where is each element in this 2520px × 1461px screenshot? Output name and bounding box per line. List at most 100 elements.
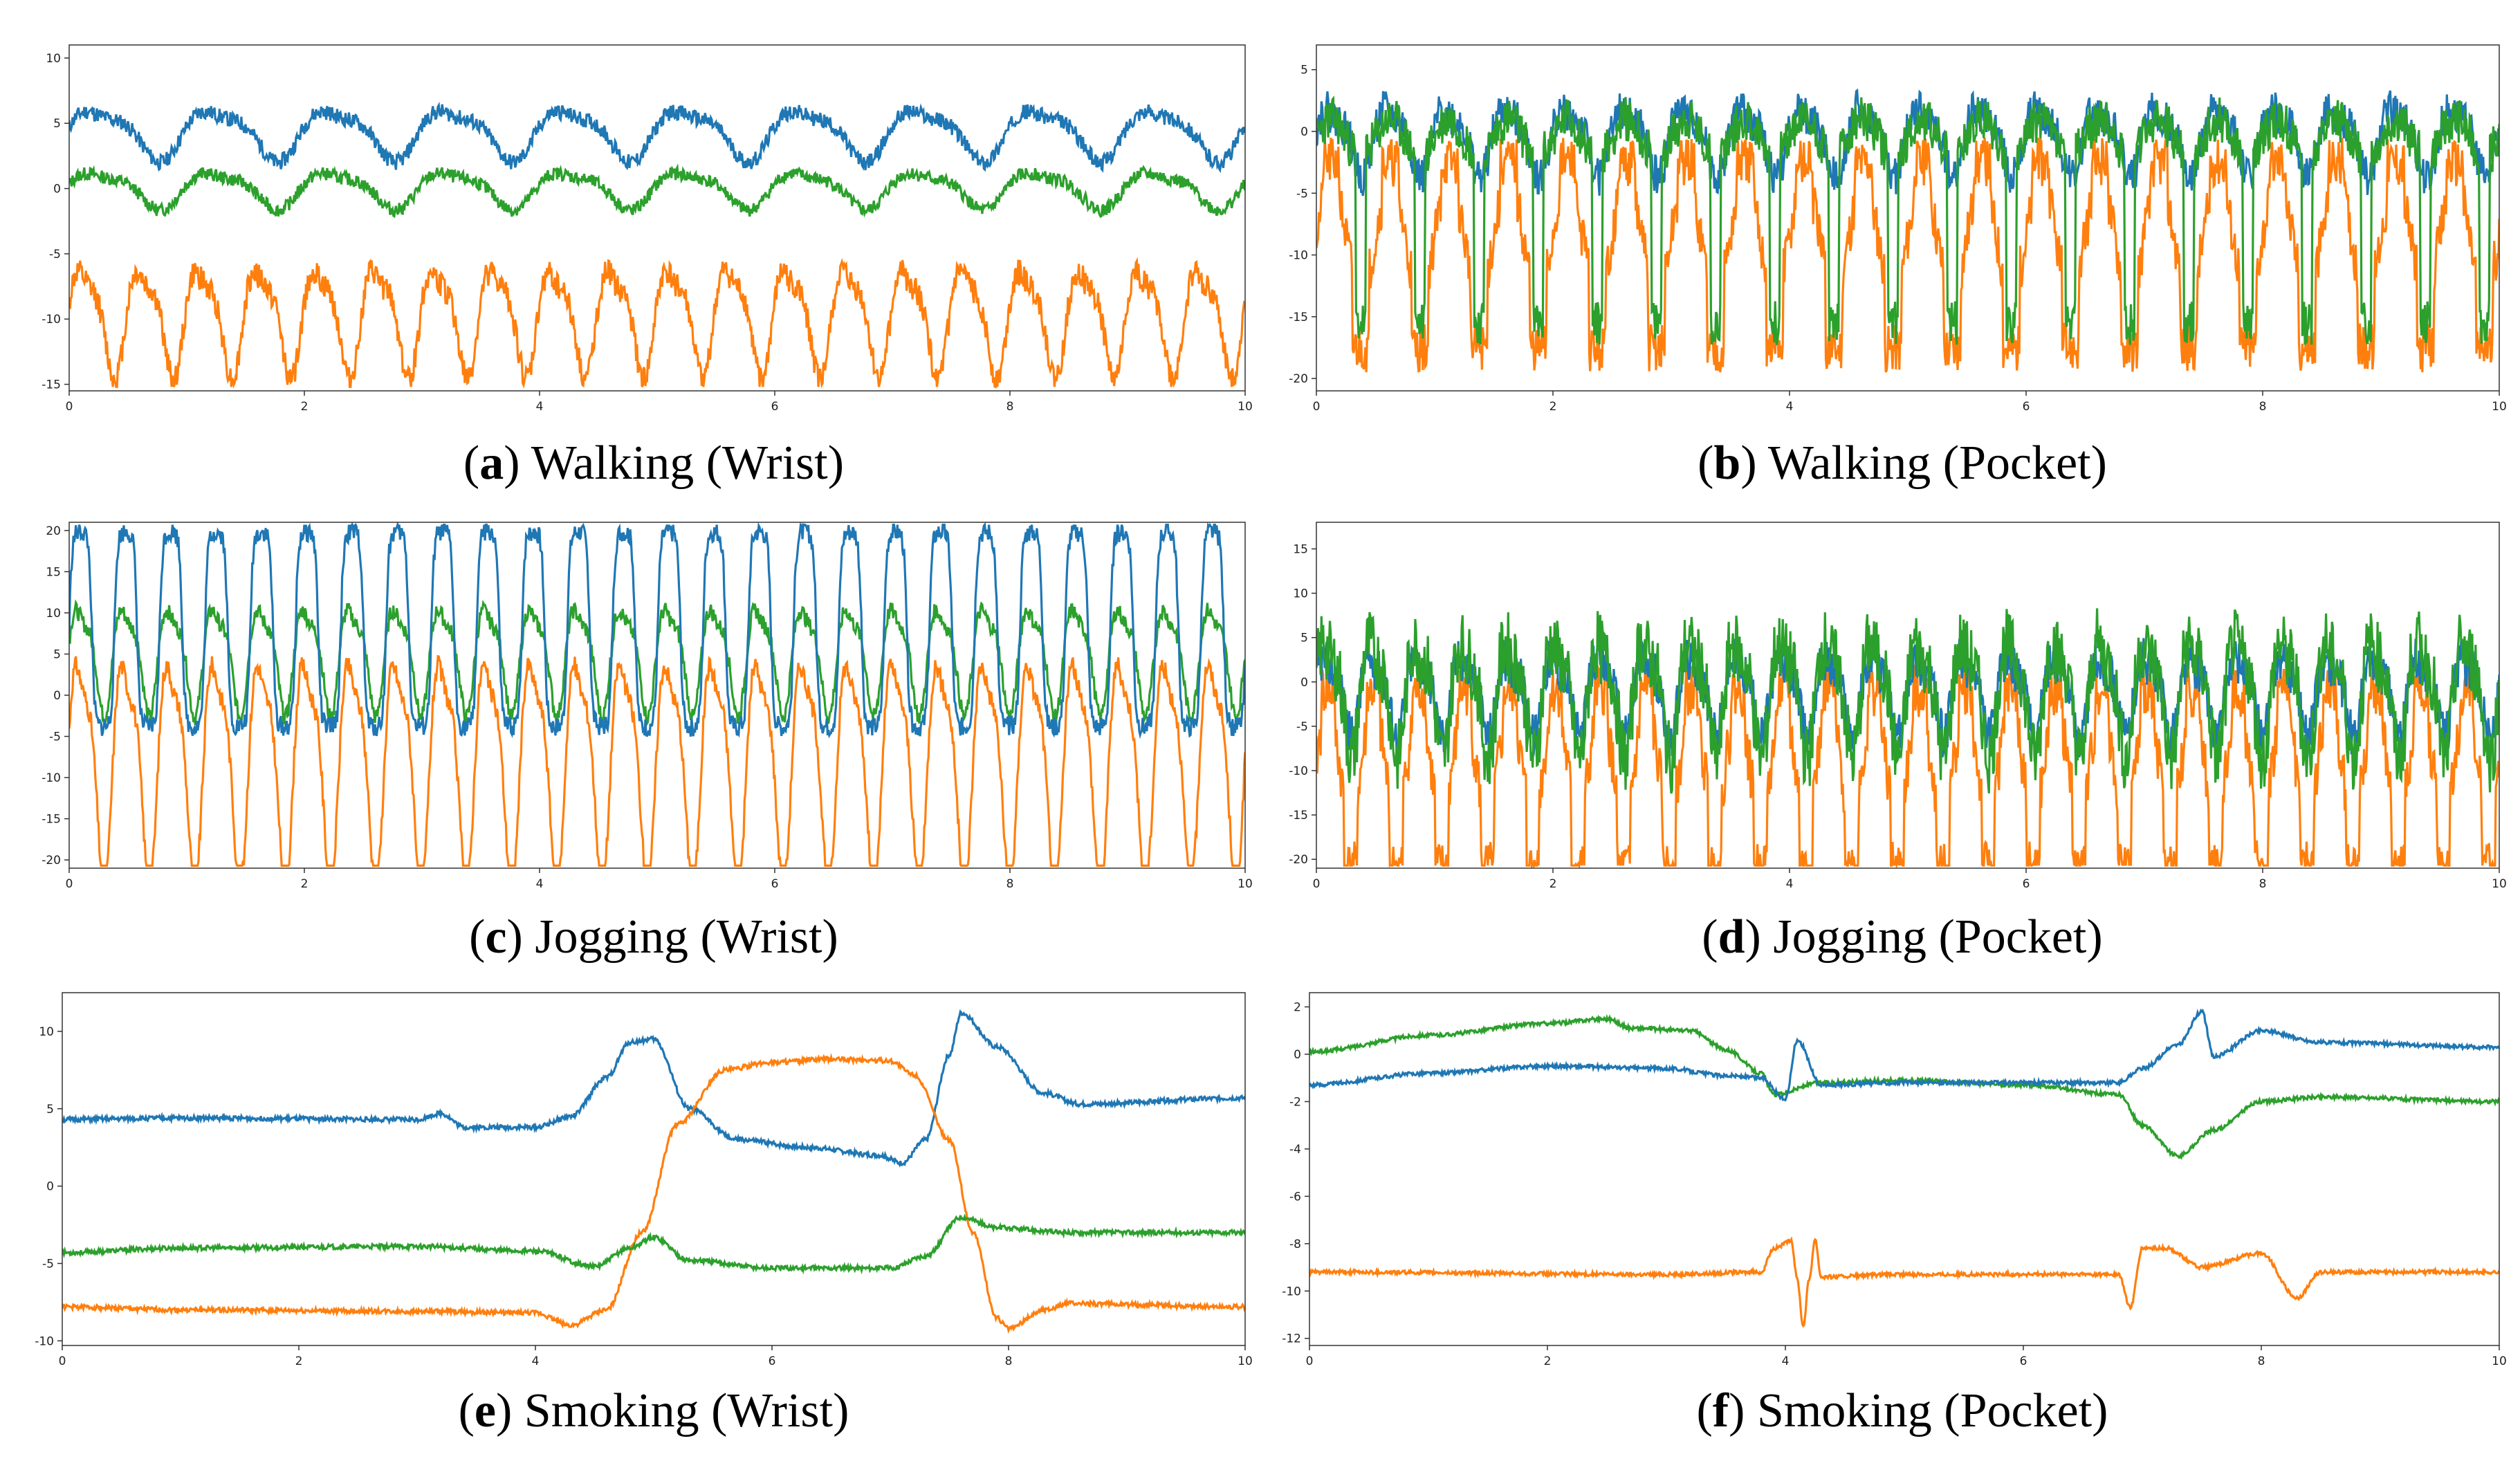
x-tick-label: 8	[1005, 1354, 1013, 1368]
caption-c: (c) Jogging (Wrist)	[469, 910, 838, 964]
series-line-axis-2	[62, 1052, 1245, 1334]
caption-d: (d) Jogging (Pocket)	[1702, 910, 2103, 964]
x-tick-label: 0	[1313, 877, 1321, 891]
x-tick-label: 10	[1238, 400, 1252, 414]
y-tick-label: -5	[1296, 720, 1308, 734]
caption-title: Smoking (Wrist)	[512, 1384, 849, 1437]
x-tick-label: 6	[769, 1354, 776, 1368]
y-tick-label: 0	[1300, 125, 1308, 139]
x-tick-label: 10	[1238, 877, 1252, 891]
x-tick-label: 0	[66, 400, 73, 414]
caption-letter: b	[1713, 437, 1741, 490]
x-tick-label: 4	[536, 877, 544, 891]
y-tick-label: -15	[42, 813, 61, 827]
caption-e: (e) Smoking (Wrist)	[458, 1384, 849, 1437]
caption-title: Jogging (Wrist)	[522, 910, 838, 964]
x-tick-label: 8	[1006, 877, 1014, 891]
x-tick-label: 10	[2492, 877, 2506, 891]
y-tick-label: -5	[49, 248, 61, 261]
y-tick-label: 0	[1300, 676, 1308, 690]
plot-area	[69, 45, 1245, 391]
x-tick-label: 8	[2258, 1354, 2265, 1368]
x-tick-label: 0	[59, 1354, 66, 1368]
series-line-axis-3	[69, 163, 1245, 219]
caption-title: Walking (Wrist)	[519, 437, 845, 490]
plot-area	[62, 993, 1245, 1345]
y-tick-label: 15	[46, 565, 61, 579]
y-tick-label: 2	[1294, 1001, 1301, 1015]
y-tick-label: -10	[42, 771, 61, 785]
x-tick-label: 2	[295, 1354, 303, 1368]
series-line-axis-1	[62, 1009, 1245, 1168]
y-tick-label: -15	[1289, 809, 1308, 823]
y-tick-label: -2	[1289, 1095, 1301, 1109]
series-line-axis-1	[1309, 1008, 2499, 1102]
series-line-axis-2	[1309, 1236, 2499, 1328]
series-line-axis-2	[1316, 134, 2499, 373]
series-line-axis-3	[62, 1213, 1245, 1275]
y-tick-label: 5	[53, 647, 61, 661]
caption-a: (a) Walking (Wrist)	[463, 437, 845, 490]
y-tick-label: 0	[53, 689, 61, 703]
y-tick-label: -5	[1296, 187, 1308, 201]
x-tick-label: 0	[1313, 400, 1321, 414]
plot-area	[1316, 45, 2499, 391]
chart-f: 0 2 4 6 8 10 -12 -10 -8 -6 -4 -2 0 2	[1282, 992, 2506, 1368]
x-tick-label: 6	[771, 400, 779, 414]
caption-letter: a	[479, 437, 504, 490]
y-tick-label: 20	[46, 524, 61, 538]
series-line-axis-3	[1316, 95, 2499, 345]
x-tick-label: 4	[1786, 877, 1794, 891]
caption-f: (f) Smoking (Pocket)	[1696, 1384, 2108, 1437]
chart-a: 0 2 4 6 8 10 -15 -10 -5 0 5 10	[42, 44, 1252, 414]
y-tick-label: 5	[1300, 64, 1308, 77]
x-tick-label: 8	[2259, 877, 2267, 891]
plot-frame	[68, 44, 1246, 392]
chart-c: 0 2 4 6 8 10 -20 -15 -10 -5 0 5 10 15 20	[42, 522, 1252, 891]
x-tick-label: 4	[532, 1354, 540, 1368]
caption-title: Smoking (Pocket)	[1745, 1384, 2108, 1437]
chart-e: 0 2 4 6 8 10 -10 -5 0 5 10	[35, 992, 1252, 1368]
plot-frame	[1316, 522, 2500, 869]
y-tick-label: -20	[1289, 372, 1308, 386]
plot-area	[1309, 993, 2499, 1345]
caption-title: Jogging (Pocket)	[1760, 910, 2103, 964]
series-line-axis-2	[69, 654, 1245, 867]
y-tick-label: -10	[35, 1334, 54, 1348]
x-tick-label: 6	[2023, 877, 2030, 891]
caption-letter: f	[1712, 1384, 1729, 1437]
y-tick-label: 10	[46, 52, 61, 66]
x-tick-label: 10	[2492, 1354, 2506, 1368]
y-tick-label: -20	[1289, 853, 1308, 867]
y-tick-label: 5	[53, 117, 61, 131]
plot-frame	[1316, 44, 2500, 392]
y-tick-label: 0	[53, 183, 61, 196]
plot-frame	[62, 992, 1246, 1346]
y-tick-label: -20	[42, 854, 61, 867]
y-tick-label: -12	[1282, 1332, 1301, 1346]
y-tick-label: -5	[49, 730, 61, 744]
y-tick-label: 15	[1293, 542, 1308, 556]
caption-b: (b) Walking (Pocket)	[1698, 437, 2107, 490]
x-tick-label: 0	[1306, 1354, 1314, 1368]
y-tick-label: -8	[1289, 1238, 1301, 1251]
y-tick-label: -5	[42, 1257, 54, 1271]
y-tick-label: 0	[46, 1180, 54, 1194]
x-tick-label: 0	[66, 877, 73, 891]
y-tick-label: 10	[46, 607, 61, 621]
y-tick-label: -10	[1282, 1285, 1301, 1298]
y-tick-label: 10	[39, 1025, 54, 1039]
caption-title: Walking (Pocket)	[1756, 437, 2107, 490]
x-tick-label: 4	[1786, 400, 1794, 414]
series-line-axis-3	[1316, 608, 2499, 794]
plot-frame	[1309, 992, 2500, 1346]
y-tick-label: -10	[42, 313, 61, 327]
series-line-axis-2	[69, 257, 1245, 389]
x-tick-label: 2	[301, 877, 309, 891]
x-tick-label: 2	[1544, 1354, 1552, 1368]
x-tick-label: 10	[1238, 1354, 1252, 1368]
y-tick-label: 10	[1293, 587, 1308, 601]
series-line-axis-1	[69, 101, 1245, 174]
y-tick-label: -6	[1289, 1190, 1301, 1204]
x-tick-label: 2	[1549, 877, 1557, 891]
